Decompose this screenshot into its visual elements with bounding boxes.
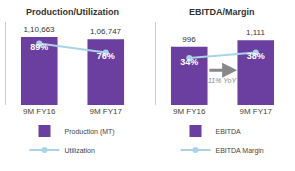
svg-text:Production (MT): Production (MT) <box>65 128 115 136</box>
svg-text:Utilization: Utilization <box>65 147 95 154</box>
svg-text:38%: 38% <box>247 51 265 61</box>
svg-text:9M FY17: 9M FY17 <box>90 107 123 116</box>
svg-text:1,111: 1,111 <box>246 28 265 37</box>
svg-text:1,06,747: 1,06,747 <box>90 27 122 36</box>
svg-text:996: 996 <box>182 35 196 44</box>
svg-text:1,10,663: 1,10,663 <box>23 25 55 34</box>
svg-text:34%: 34% <box>180 57 198 67</box>
svg-text:EBITDA: EBITDA <box>215 128 241 135</box>
svg-text:EBITDA Margin: EBITDA Margin <box>215 147 263 155</box>
svg-text:9M FY16: 9M FY16 <box>23 107 56 116</box>
svg-text:11% YoY: 11% YoY <box>208 77 237 84</box>
svg-text:76%: 76% <box>97 51 115 61</box>
svg-text:9M FY16: 9M FY16 <box>173 107 206 116</box>
svg-text:89%: 89% <box>30 42 48 52</box>
svg-text:9M FY17: 9M FY17 <box>240 107 273 116</box>
svg-text:EBITDA/Margin: EBITDA/Margin <box>189 7 255 17</box>
svg-text:Production/Utilization: Production/Utilization <box>26 7 119 17</box>
